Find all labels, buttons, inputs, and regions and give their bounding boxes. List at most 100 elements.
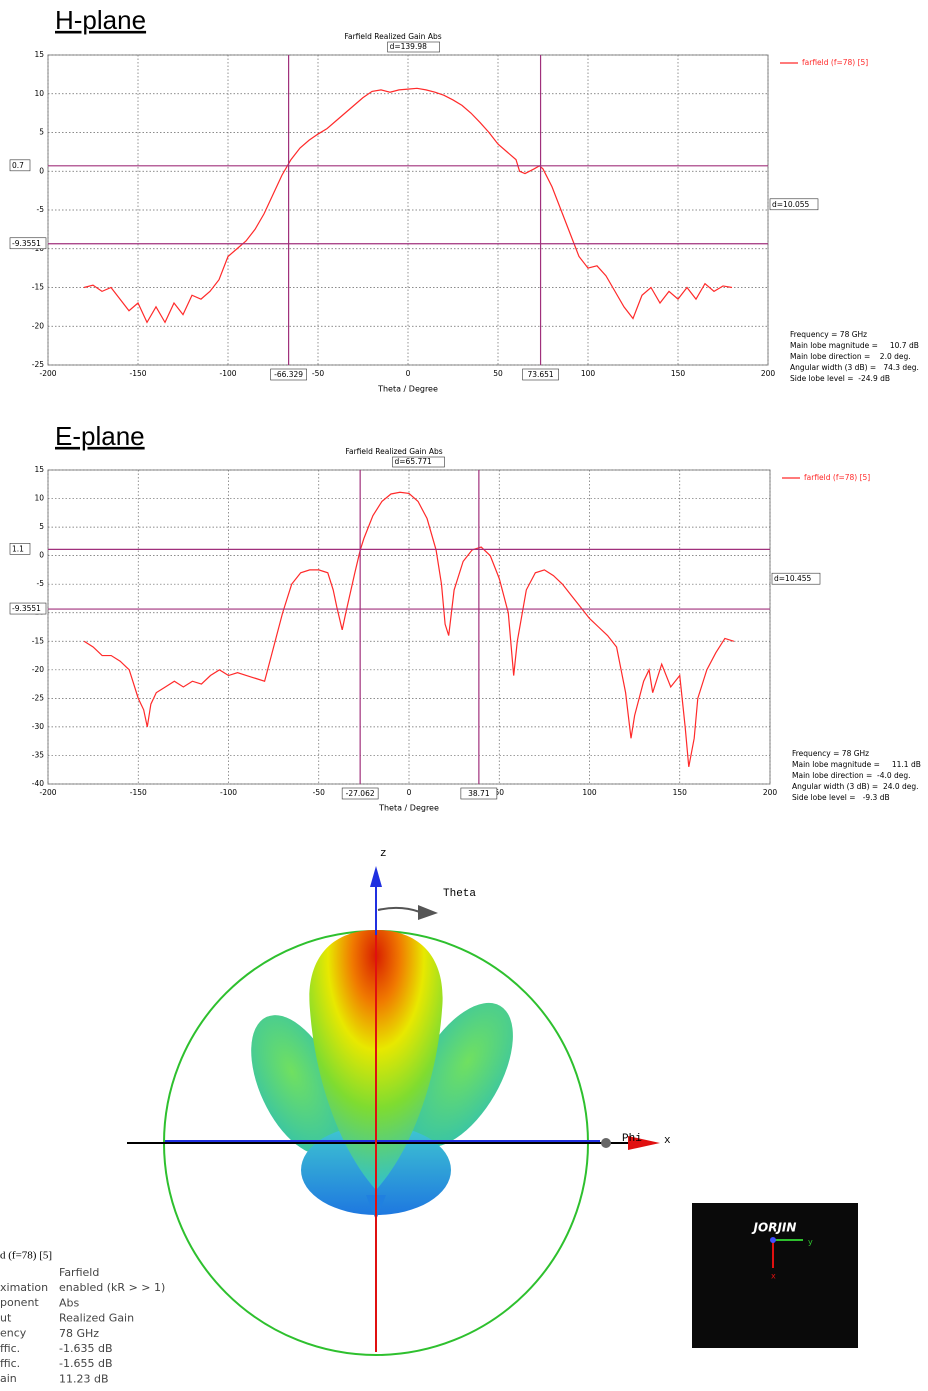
y-tick-label: 10 — [34, 494, 44, 503]
section-heading: E-plane — [55, 421, 145, 451]
chart-title: Farfield Realized Gain Abs — [344, 32, 441, 41]
axis-label: x — [664, 1135, 671, 1147]
y-tick-label: -25 — [32, 360, 44, 369]
x-tick-label: -150 — [130, 788, 147, 797]
x-tick-label: -200 — [39, 369, 56, 378]
info-line: Main lobe magnitude = 11.1 dB — [792, 760, 921, 769]
x-tick-label: 0 — [406, 369, 411, 378]
x-tick-label: 100 — [581, 369, 596, 378]
x-axis-label: Theta / Degree — [378, 804, 439, 813]
x-tick-label: -50 — [313, 788, 325, 797]
y-tick-label: 10 — [34, 89, 44, 98]
marker-box — [270, 368, 307, 381]
y-tick-label: -35 — [32, 750, 44, 759]
inset-origin — [770, 1237, 776, 1243]
section-heading: H-plane — [55, 5, 146, 35]
legend-key: ency — [0, 1327, 27, 1340]
delta-box — [387, 41, 440, 53]
chart-title: Farfield Realized Gain Abs — [345, 447, 442, 456]
y-tick-label: -15 — [32, 636, 44, 645]
series-line — [83, 491, 735, 767]
x-tick-label: 150 — [673, 788, 688, 797]
legend-label: farfield (f=78) [5] — [804, 473, 870, 482]
delta-label: d=65.771 — [395, 457, 433, 466]
inset-logo: JORJIN — [752, 1221, 797, 1235]
info-line: Frequency = 78 GHz — [792, 749, 869, 758]
y-tick-label: -40 — [32, 779, 44, 788]
legend-value: -1.635 dB — [59, 1342, 113, 1355]
x-tick-label: 0 — [407, 788, 412, 797]
y-tick-label: -20 — [32, 321, 44, 330]
legend-value: Realized Gain — [59, 1312, 134, 1325]
info-line: Main lobe direction = -4.0 deg. — [792, 771, 911, 780]
legend-key: ut — [0, 1311, 12, 1324]
marker-label: -9.3551 — [12, 604, 41, 613]
inset-label: x — [771, 1272, 776, 1281]
farfield-3d: z Theta Phi x d (f=78) [5] Farfield enabl… — [0, 848, 858, 1385]
marker-label: 38.71 — [468, 789, 490, 798]
marker-box — [9, 237, 47, 250]
theta-label: Theta — [443, 888, 476, 900]
info-line: Main lobe direction = 2.0 deg. — [790, 352, 911, 361]
legend-table: Farfield enabled (kR > > 1) Abs Realized Ga… — [0, 1266, 165, 1385]
y-tick-label: -15 — [32, 283, 44, 292]
x-tick-label: -150 — [129, 369, 146, 378]
phi-label: Phi — [622, 1133, 642, 1145]
marker-box — [460, 787, 498, 800]
info-line: Angular width (3 dB) = 24.0 deg. — [792, 782, 919, 791]
y-tick-label: 5 — [39, 128, 44, 137]
theta-arc — [377, 906, 421, 913]
marker-label: 73.651 — [527, 370, 553, 379]
x-tick-label: 100 — [582, 788, 597, 797]
side-lobe — [407, 1002, 513, 1148]
marker-box — [341, 787, 379, 800]
x-tick-label: -100 — [219, 369, 236, 378]
plot-area — [47, 469, 771, 785]
legend-value: Farfield — [59, 1266, 99, 1279]
legend-value: 78 GHz — [59, 1327, 99, 1340]
legend-value: enabled (kR > > 1) — [59, 1281, 165, 1294]
legend-value: -1.655 dB — [59, 1357, 113, 1370]
theta-arrow — [418, 905, 438, 920]
x-axis-label: Theta / Degree — [377, 385, 438, 394]
x-tick-label: 200 — [761, 369, 776, 378]
axis-label: z — [380, 848, 387, 860]
marker-label: -27.062 — [346, 789, 375, 798]
y-tick-label: 15 — [34, 50, 44, 59]
x-tick-label: -100 — [220, 788, 237, 797]
legend-value: 11.23 dB — [59, 1372, 109, 1385]
legend-key: ponent — [0, 1296, 39, 1309]
marker-label: 1.1 — [12, 544, 24, 553]
info-line: Side lobe level = -24.9 dB — [790, 374, 890, 383]
delta-label: d=139.98 — [390, 42, 428, 51]
delta-box — [771, 572, 821, 585]
y-tick-label: -5 — [37, 579, 45, 588]
marker-label: -66.329 — [274, 370, 303, 379]
y-tick-label: 15 — [34, 465, 44, 474]
info-line: Side lobe level = -9.3 dB — [792, 793, 890, 802]
marker-box — [9, 543, 31, 555]
delta-box — [392, 456, 445, 468]
x-tick-label: 50 — [494, 788, 504, 797]
phi-handle — [601, 1138, 611, 1148]
legend-key: ximation — [0, 1281, 48, 1294]
y-tick-label: 5 — [39, 522, 44, 531]
series-line — [83, 87, 733, 324]
delta-box — [769, 198, 819, 211]
marker-box — [9, 602, 47, 615]
x-tick-label: -200 — [39, 788, 56, 797]
x-tick-label: 200 — [763, 788, 778, 797]
y-tick-label: 0 — [39, 551, 44, 560]
delta-label: d=10.455 — [774, 574, 812, 583]
y-tick-label: 0 — [39, 166, 44, 175]
z-arrow — [370, 866, 382, 887]
delta-label: d=10.055 — [772, 200, 810, 209]
info-line: Main lobe magnitude = 10.7 dB — [790, 341, 919, 350]
y-tick-label: -20 — [32, 665, 44, 674]
x-tick-label: 50 — [493, 369, 503, 378]
marker-box — [522, 368, 559, 381]
legend-key: ffic. — [0, 1342, 20, 1355]
marker-label: -9.3551 — [12, 239, 41, 248]
x-tick-label: 150 — [671, 369, 686, 378]
